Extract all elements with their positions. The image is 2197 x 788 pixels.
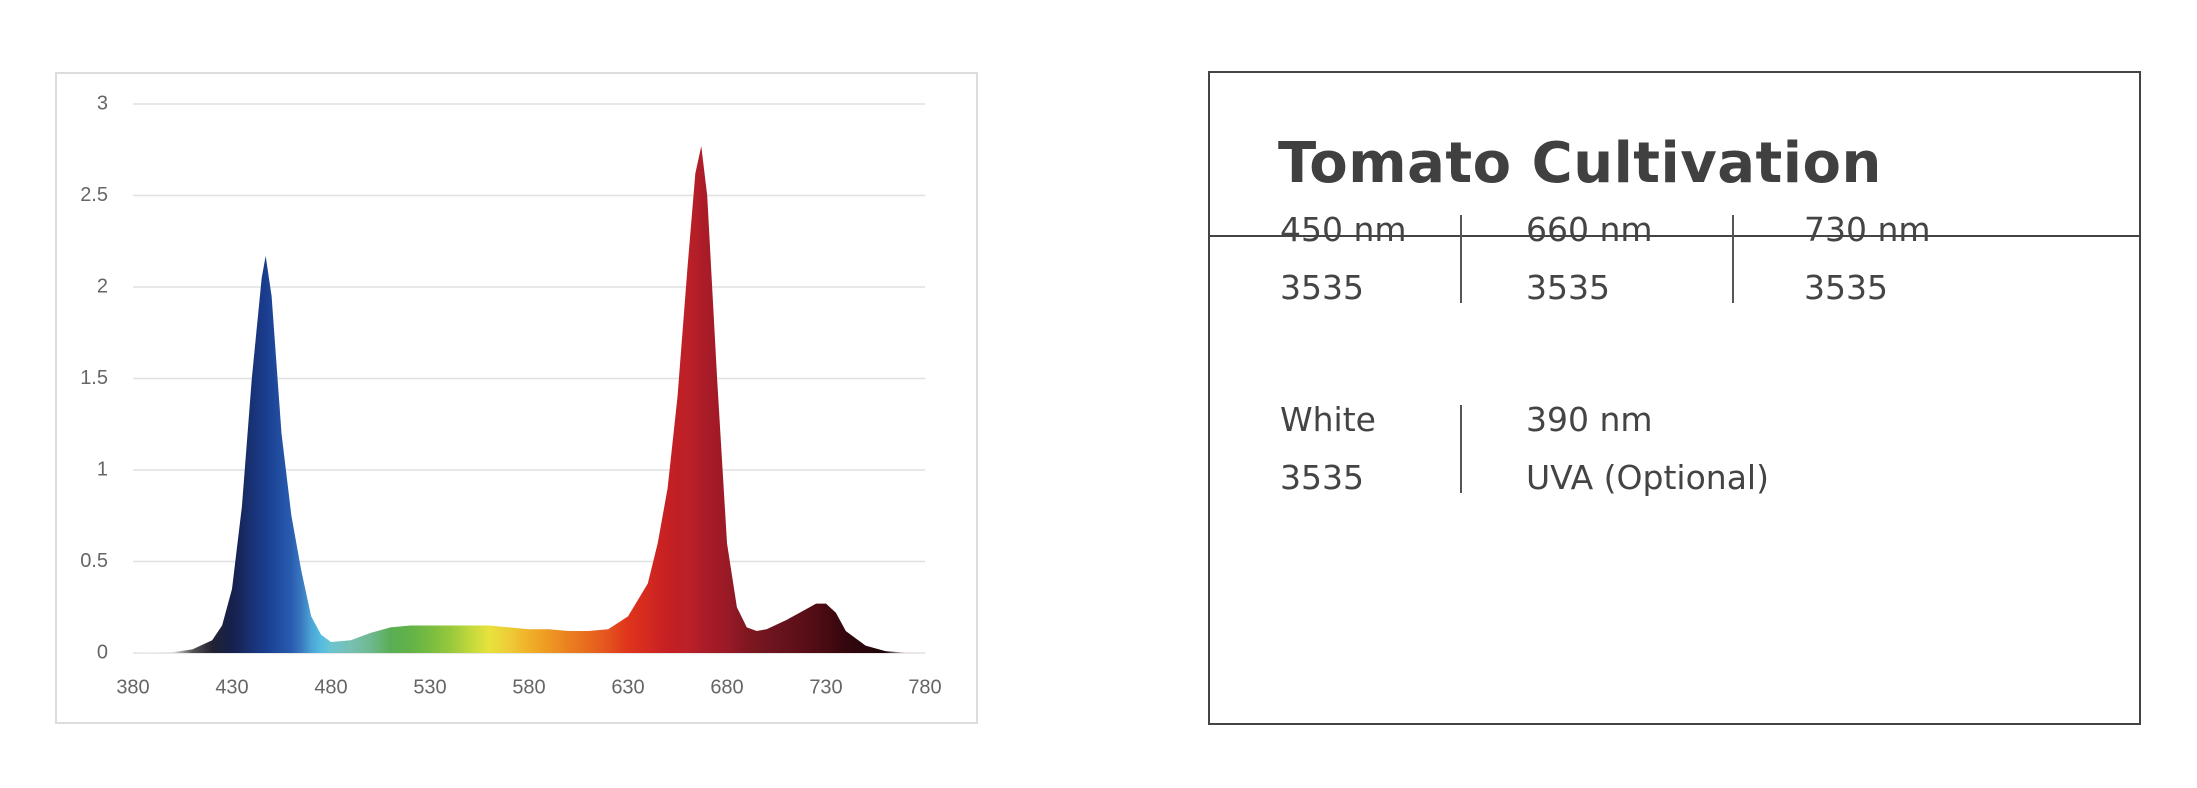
item-name: 660 nm [1526, 210, 1653, 249]
spec-item: 660 nm 3535 [1526, 201, 1653, 317]
spec-item: 390 nm UVA (Optional) [1526, 391, 1769, 507]
y-tick-label: 2 [97, 275, 108, 297]
x-tick-label: 430 [215, 676, 248, 698]
item-detail: 3535 [1280, 458, 1364, 497]
spec-item: 450 nm 3535 [1280, 201, 1407, 317]
y-tick-label: 0.5 [80, 550, 108, 572]
item-detail: 3535 [1804, 268, 1888, 307]
x-tick-label: 780 [908, 676, 941, 698]
y-tick-label: 0 [97, 641, 108, 663]
spec-item: 730 nm 3535 [1804, 201, 1931, 317]
x-tick-label: 630 [611, 676, 644, 698]
separator [1732, 215, 1734, 303]
spectrum-area [133, 146, 925, 653]
separator [1460, 405, 1462, 493]
chart-frame [55, 72, 978, 724]
separator [1460, 215, 1462, 303]
item-name: 730 nm [1804, 210, 1931, 249]
y-tick-label: 1.5 [80, 367, 108, 389]
x-tick-label: 380 [116, 676, 149, 698]
spec-item: White 3535 [1280, 391, 1376, 507]
x-tick-label: 680 [710, 676, 743, 698]
x-tick-label: 480 [314, 676, 347, 698]
item-detail: UVA (Optional) [1526, 458, 1769, 497]
x-tick-label: 730 [809, 676, 842, 698]
divider [1210, 235, 2139, 237]
x-tick-label: 580 [512, 676, 545, 698]
item-detail: 3535 [1526, 268, 1610, 307]
y-tick-label: 2.5 [80, 184, 108, 206]
card-title: Tomato Cultivation [1278, 131, 1882, 196]
y-tick-label: 1 [97, 458, 108, 480]
spec-card: Tomato Cultivation 450 nm 3535 660 nm 3535 7… [1208, 71, 2141, 725]
item-name: White [1280, 400, 1376, 439]
item-detail: 3535 [1280, 268, 1364, 307]
item-name: 450 nm [1280, 210, 1407, 249]
chart: 0 0.5 1 1.5 2 2.5 3 380 430 480 530 580 630 680 730 780 [55, 72, 978, 724]
item-name: 390 nm [1526, 400, 1653, 439]
y-tick-label: 3 [97, 92, 108, 114]
x-tick-label: 530 [413, 676, 446, 698]
